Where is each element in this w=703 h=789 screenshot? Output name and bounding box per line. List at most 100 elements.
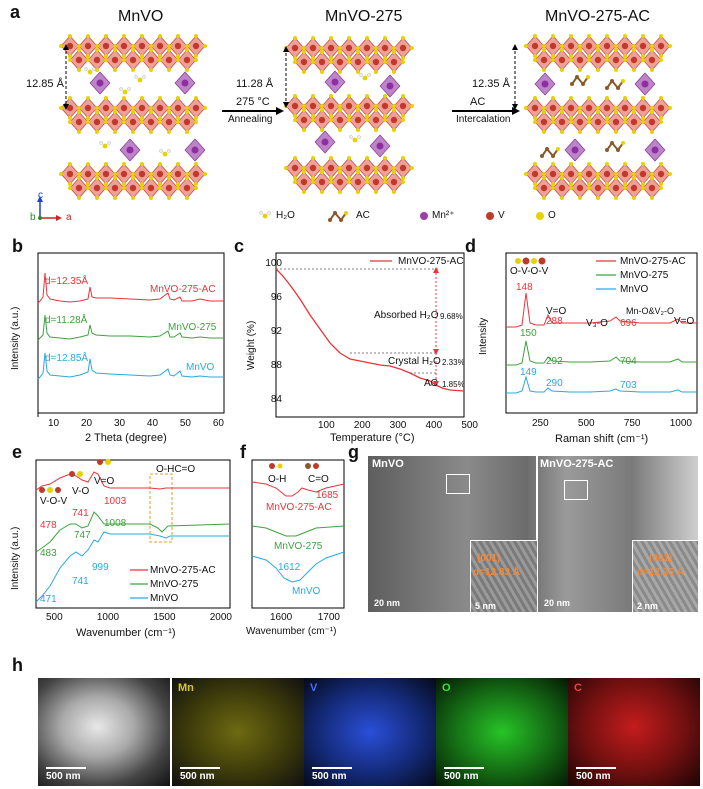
panel-label-c: c bbox=[234, 236, 245, 256]
eds-scale-bar: 500 nm bbox=[444, 767, 485, 782]
eds-label-mn: Mn bbox=[178, 682, 194, 694]
tga-ac: AC bbox=[424, 378, 438, 389]
tem-inset-left: (001) d=12.83 Å 5 nm bbox=[470, 540, 538, 612]
panel-label-g: g bbox=[348, 442, 359, 462]
ftir-zoom-tick: 1700 bbox=[317, 612, 340, 623]
xrd-trace-mnvo-275 bbox=[37, 314, 224, 341]
tem-divider bbox=[536, 456, 538, 612]
intercalation-label: Intercalation bbox=[456, 114, 511, 125]
ftir-peak-275: 747 bbox=[74, 530, 91, 541]
ftir-zoom-label-oh: O-H bbox=[268, 474, 287, 485]
annealing-temperature: 275 °C bbox=[236, 96, 270, 108]
eds-map-v: V 500 nm bbox=[304, 678, 436, 786]
xrd-tick: 20 bbox=[80, 418, 93, 429]
tga-y-tick: 96 bbox=[270, 292, 282, 303]
ftir-peak-275: 1008 bbox=[104, 518, 127, 529]
ftir-zoom-trace-275 bbox=[251, 525, 345, 537]
ftir-legend-275: MnVO-275 bbox=[150, 579, 199, 590]
ftir-peak-mnvo: 999 bbox=[92, 562, 109, 573]
ftir-legend-mnvo: MnVO bbox=[150, 593, 179, 604]
tem-scale-5nm: 5 nm bbox=[475, 601, 497, 611]
ftir-zoom-trace-mnvo bbox=[251, 551, 345, 583]
legend-mn: Mn²⁺ bbox=[432, 210, 455, 221]
xrd-trace-mnvo bbox=[37, 352, 224, 380]
raman-peak-mnvo: 290 bbox=[546, 378, 563, 389]
eds-map-o: O 500 nm bbox=[436, 678, 568, 786]
tga-absorbed-h2o: Absorbed H₂O bbox=[374, 310, 439, 321]
eds-scale-bar: 500 nm bbox=[312, 767, 353, 782]
ftir-tick: 1500 bbox=[153, 612, 176, 623]
legend-o: O bbox=[548, 210, 556, 221]
ftir-zoom-chart bbox=[251, 459, 345, 609]
raman-peak-mnvo: 703 bbox=[620, 380, 637, 391]
raman-y-label: Intensity bbox=[478, 317, 489, 355]
raman-peak-ac: 148 bbox=[516, 282, 533, 293]
tga-crystal-pct: 2.33% bbox=[442, 358, 465, 367]
legend-v: V bbox=[498, 210, 505, 221]
ftir-y-label: Intensity (a.u.) bbox=[10, 526, 21, 590]
structure-title-mnvo: MnVO bbox=[118, 8, 164, 25]
ftir-zoom-trace-ac bbox=[251, 481, 345, 497]
ftir-trace-mnvo bbox=[35, 531, 230, 603]
eds-scale-bar: 500 nm bbox=[576, 767, 617, 782]
legend-h2o: H₂O bbox=[276, 210, 295, 221]
structure-title-mnvo-275-ac: MnVO-275-AC bbox=[545, 8, 650, 25]
tga-tick: 400 bbox=[425, 420, 443, 431]
ftir-label-ohc: O-HC=O bbox=[156, 464, 196, 475]
tga-y-tick: 100 bbox=[265, 258, 282, 269]
spacing-label-mnvo-275: 11.28 Å bbox=[236, 78, 274, 90]
xrd-trace-mnvo-275-ac bbox=[37, 272, 224, 304]
tga-ac-pct: 1.85% bbox=[442, 380, 465, 389]
haadf-image: 500 nm bbox=[38, 678, 170, 786]
tga-tick: 300 bbox=[389, 420, 407, 431]
raman-label-vo-2: V=O bbox=[674, 316, 695, 327]
raman-peak-275: 704 bbox=[620, 356, 637, 367]
axis-a-label: a bbox=[66, 212, 72, 223]
annealing-label: Annealing bbox=[228, 114, 273, 125]
raman-label-v3o: V₃-O bbox=[586, 318, 608, 329]
tga-y-tick: 88 bbox=[270, 360, 282, 371]
tem-scale-20nm-right: 20 nm bbox=[544, 598, 571, 608]
tga-y-tick: 84 bbox=[270, 394, 282, 405]
axis-c-label: c bbox=[38, 190, 43, 201]
ftir-zoom-label-co: C=O bbox=[308, 474, 329, 485]
eds-label-c: C bbox=[574, 682, 582, 694]
ftir-tick: 2000 bbox=[209, 612, 232, 623]
legend-ac: AC bbox=[356, 210, 370, 221]
tga-x-label: Temperature (°C) bbox=[330, 432, 415, 444]
raman-label-ovov: O-V-O-V bbox=[510, 266, 549, 277]
crystal-structures bbox=[37, 33, 673, 223]
ftir-zoom-name-ac: MnVO-275-AC bbox=[266, 502, 332, 513]
ftir-zoom-x-ticks: 1600 1700 bbox=[270, 612, 340, 623]
panel-label-d: d bbox=[465, 236, 476, 256]
tem-title-ac: MnVO-275-AC bbox=[540, 458, 614, 470]
raman-trace-ac bbox=[506, 292, 697, 328]
ftir-legend-ac: MnVO-275-AC bbox=[150, 565, 216, 576]
ftir-trace-ac bbox=[35, 471, 230, 491]
tga-curve bbox=[275, 268, 465, 392]
tem-d-left: d=12.83 Å bbox=[473, 567, 520, 578]
tem-image: MnVO MnVO-275-AC (001) d=12.83 Å 5 nm (0… bbox=[368, 456, 698, 612]
ftir-tick: 1000 bbox=[96, 612, 120, 623]
ftir-x-label: Wavenumber (cm⁻¹) bbox=[76, 627, 176, 639]
ftir-label-vo: V-O bbox=[72, 486, 90, 497]
raman-trace-mnvo bbox=[506, 375, 697, 394]
tga-x-ticks: 100 200 300 400 500 bbox=[318, 420, 478, 431]
eds-scale-bar: 500 nm bbox=[180, 767, 221, 782]
ftir-label-vov: V-O-V bbox=[40, 496, 68, 507]
ftir-trace-275 bbox=[35, 511, 231, 553]
xrd-series-label-ac: MnVO-275-AC bbox=[150, 284, 216, 295]
raman-tick: 250 bbox=[532, 418, 549, 429]
eds-map-c: C 500 nm bbox=[568, 678, 700, 786]
spacing-label-mnvo-275-ac: 12.35 Å bbox=[472, 78, 510, 90]
raman-chart bbox=[505, 252, 698, 414]
xrd-x-label: 2 Theta (degree) bbox=[85, 432, 167, 444]
raman-peak-275: 150 bbox=[520, 328, 537, 339]
raman-legend-275: MnVO-275 bbox=[620, 270, 669, 281]
ftir-zoom-x-label: Wavenumber (cm⁻¹) bbox=[246, 626, 337, 637]
eds-label-v: V bbox=[310, 682, 318, 694]
xrd-d-spacing-ac: d=12.35Å bbox=[45, 276, 89, 287]
xrd-series-label-mnvo: MnVO bbox=[186, 362, 215, 373]
tem-d-right: d=12.35 Å bbox=[637, 567, 684, 578]
ftir-chart bbox=[35, 459, 231, 609]
